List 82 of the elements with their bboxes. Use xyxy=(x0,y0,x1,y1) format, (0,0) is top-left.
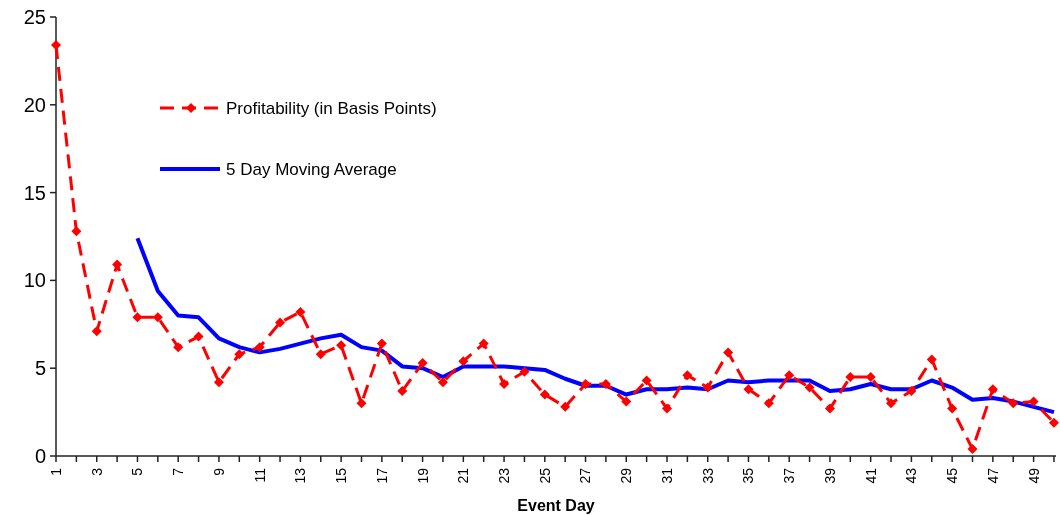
x-tick-label: 7 xyxy=(170,467,187,476)
y-tick-label: 10 xyxy=(23,269,46,292)
x-tick-label: 19 xyxy=(414,467,431,484)
point xyxy=(824,403,835,414)
point xyxy=(886,398,897,409)
point xyxy=(356,398,367,409)
x-tick-label: 5 xyxy=(129,467,146,476)
point xyxy=(91,326,102,337)
point xyxy=(458,356,469,367)
point xyxy=(519,366,530,377)
x-tick-label: 21 xyxy=(455,467,472,484)
x-axis-title: Event Day xyxy=(517,497,595,514)
point xyxy=(437,377,448,388)
point xyxy=(621,396,632,407)
point xyxy=(947,403,958,414)
point xyxy=(723,347,734,358)
point xyxy=(1048,417,1059,428)
point xyxy=(967,443,978,454)
x-tick-label: 17 xyxy=(373,467,390,484)
y-tick-label: 20 xyxy=(23,93,46,116)
point xyxy=(845,371,856,382)
x-tick-label: 1 xyxy=(47,467,64,476)
x-tick-label: 11 xyxy=(251,467,268,483)
point xyxy=(499,379,510,389)
x-tick-label: 49 xyxy=(1025,467,1042,484)
point xyxy=(662,403,672,414)
point xyxy=(641,375,652,386)
point xyxy=(315,349,326,360)
point xyxy=(275,317,286,328)
x-tick-label: 13 xyxy=(292,467,309,484)
x-tick-label: 45 xyxy=(944,467,961,484)
y-tick-label: 25 xyxy=(23,6,46,28)
point xyxy=(336,340,347,351)
point xyxy=(804,382,815,393)
point xyxy=(743,384,754,395)
point xyxy=(1008,398,1019,409)
point xyxy=(193,331,204,342)
y-tick-label: 5 xyxy=(34,357,46,380)
point xyxy=(560,401,571,412)
point xyxy=(906,386,917,397)
x-tick-label: 33 xyxy=(699,467,716,484)
point xyxy=(417,357,428,368)
x-tick-label: 35 xyxy=(740,467,757,484)
x-tick-label: 27 xyxy=(577,467,594,484)
point xyxy=(478,338,489,349)
point xyxy=(865,371,876,382)
x-tick-label: 47 xyxy=(984,467,1001,484)
x-tick-label: 41 xyxy=(862,467,879,484)
point xyxy=(376,338,387,349)
point xyxy=(580,379,591,389)
x-tick-label: 15 xyxy=(333,467,350,484)
point xyxy=(1028,396,1039,407)
point xyxy=(784,370,795,381)
point xyxy=(71,226,82,237)
point xyxy=(213,377,224,388)
legend-label: 5 Day Moving Average xyxy=(226,159,397,179)
point xyxy=(397,386,408,397)
point xyxy=(152,312,163,323)
point xyxy=(682,370,693,381)
point xyxy=(254,342,265,353)
x-tick-label: 3 xyxy=(88,467,105,476)
point xyxy=(234,349,245,360)
y-tick-label: 0 xyxy=(34,445,46,467)
point xyxy=(173,342,184,353)
point xyxy=(926,354,937,365)
point xyxy=(132,312,143,323)
point xyxy=(295,307,306,318)
point xyxy=(763,398,774,409)
x-tick-label: 9 xyxy=(210,467,227,476)
x-tick-label: 29 xyxy=(618,467,635,484)
x-tick-label: 25 xyxy=(536,467,553,484)
x-tick-label: 37 xyxy=(781,467,798,484)
point xyxy=(539,389,550,400)
x-tick-label: 39 xyxy=(821,467,838,484)
x-tick-label: 31 xyxy=(658,467,675,484)
point xyxy=(987,384,998,395)
y-tick-label: 15 xyxy=(23,181,46,204)
legend-label: Profitability (in Basis Points) xyxy=(226,98,437,118)
x-tick-label: 43 xyxy=(903,467,920,484)
line-series xyxy=(135,236,1056,415)
x-tick-label: 23 xyxy=(495,467,512,484)
point xyxy=(702,382,713,393)
